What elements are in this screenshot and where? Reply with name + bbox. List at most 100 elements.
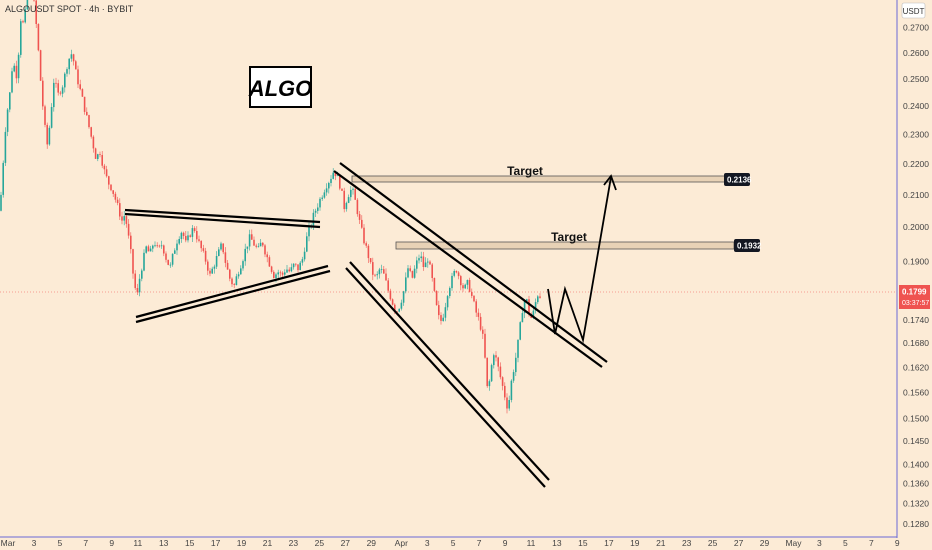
candle-body: [275, 274, 277, 278]
triangle-upper-line-1[interactable]: [124, 208, 321, 224]
candle-body: [334, 172, 337, 177]
price-tick-label: 0.1900: [903, 256, 929, 266]
time-axis-labels[interactable]: Mar 3 5 7 9 11 13 15 17 19 21 23 25 27 29 Apr 3 5 7 9 11 13 15…: [1, 538, 900, 548]
candle-body: [240, 268, 242, 275]
price-tick-label: 0.2500: [903, 74, 929, 84]
price-tick-label: 0.1560: [903, 387, 929, 397]
last-price-tag[interactable]: 0.1799 03:37:57: [899, 285, 930, 309]
triangle-pattern[interactable]: [124, 208, 331, 324]
candle-body: [484, 333, 486, 358]
candle-body: [189, 235, 191, 237]
symbol-title[interactable]: ALGOUSDT SPOT · 4h · BYBIT: [5, 4, 134, 14]
price-tick-label: 0.1620: [903, 362, 929, 372]
candle-body: [259, 242, 262, 247]
falling-channel[interactable]: [333, 162, 608, 488]
triangle-lower-line-2[interactable]: [135, 269, 331, 324]
candle-body: [446, 296, 449, 308]
time-tick-label: Mar: [1, 538, 16, 548]
candle-body: [343, 190, 345, 210]
candle-body: [457, 272, 460, 277]
time-tick-label: 7: [83, 538, 88, 548]
candle-body: [521, 313, 524, 323]
candle-body: [178, 239, 180, 244]
candle-body: [427, 261, 429, 263]
time-tick-label: 9: [503, 538, 508, 548]
triangle-upper-line-2[interactable]: [124, 212, 321, 229]
candle-body: [59, 92, 62, 94]
candle-body: [490, 365, 493, 382]
candle-body: [356, 199, 359, 215]
candle-body: [136, 288, 139, 293]
candle-body: [413, 268, 416, 278]
candle-body: [420, 256, 422, 259]
candle-body: [442, 317, 444, 321]
candle-body: [332, 172, 334, 179]
candle-body: [345, 202, 348, 210]
candle-body: [83, 96, 86, 112]
channel-upper-line-1[interactable]: [339, 162, 608, 363]
price-tick-label: 0.1680: [903, 338, 929, 348]
candle-body: [105, 169, 108, 177]
candle-body: [416, 260, 418, 269]
candle-body: [504, 385, 506, 398]
candle-body: [61, 87, 64, 94]
candle-body: [270, 266, 273, 272]
candle-body: [94, 148, 97, 159]
time-tick-label: 15: [578, 538, 588, 548]
last-price-value: 0.1799: [902, 288, 927, 297]
candle-body: [253, 239, 255, 246]
candle-body: [475, 301, 477, 313]
price-tag-lower-target[interactable]: 0.1932: [734, 239, 762, 252]
candle-body: [193, 228, 196, 231]
candle-body: [229, 269, 231, 279]
price-tick-label: 0.2100: [903, 190, 929, 200]
triangle-lower-line-1[interactable]: [135, 264, 329, 319]
candle-body: [160, 245, 163, 247]
candle-body: [453, 271, 455, 276]
candle-body: [352, 188, 354, 190]
channel-lower-line-2[interactable]: [345, 267, 546, 488]
price-tag-upper-target[interactable]: 0.2136: [724, 173, 752, 186]
target-label-upper: Target: [507, 164, 543, 178]
candle-body: [506, 397, 508, 409]
channel-upper-line-2[interactable]: [333, 170, 603, 368]
candle-body: [204, 250, 207, 262]
channel-lower-line-1[interactable]: [349, 261, 550, 481]
candle-body: [158, 245, 161, 247]
candle-body: [246, 246, 249, 249]
currency-box[interactable]: [901, 2, 926, 19]
candle-body: [110, 184, 112, 191]
candle-body: [284, 272, 286, 275]
time-tick-label: 3: [817, 538, 822, 548]
candle-body: [444, 307, 447, 318]
candle-body: [9, 92, 11, 110]
candle-body: [6, 109, 9, 132]
candle-body: [180, 232, 183, 239]
price-tick-label: 0.1320: [903, 498, 929, 508]
candle-body: [191, 228, 194, 237]
candle-body: [154, 245, 156, 247]
candle-body: [365, 243, 367, 246]
candle-body: [0, 194, 2, 211]
candle-body: [220, 243, 222, 250]
candle-body: [99, 154, 101, 155]
candle-body: [202, 248, 205, 251]
time-tick-label: 15: [185, 538, 195, 548]
candle-body: [75, 61, 77, 70]
candle-body: [292, 263, 295, 268]
candle-body: [341, 188, 343, 191]
time-tick-label: 13: [159, 538, 169, 548]
price-axis-labels[interactable]: 0.2700 0.2600 0.2500 0.2400 0.2300 0.2200 0.21…: [903, 23, 929, 529]
candle-body: [277, 272, 279, 275]
projection-path[interactable]: [547, 176, 612, 344]
time-tick-label: 5: [58, 538, 63, 548]
currency-label: USDT: [903, 7, 925, 16]
candle-body: [24, 9, 26, 23]
candle-body: [281, 272, 284, 275]
candle-body: [330, 178, 332, 183]
candle-body: [46, 124, 48, 145]
candle-body: [482, 329, 484, 334]
time-tick-label: 27: [734, 538, 744, 548]
